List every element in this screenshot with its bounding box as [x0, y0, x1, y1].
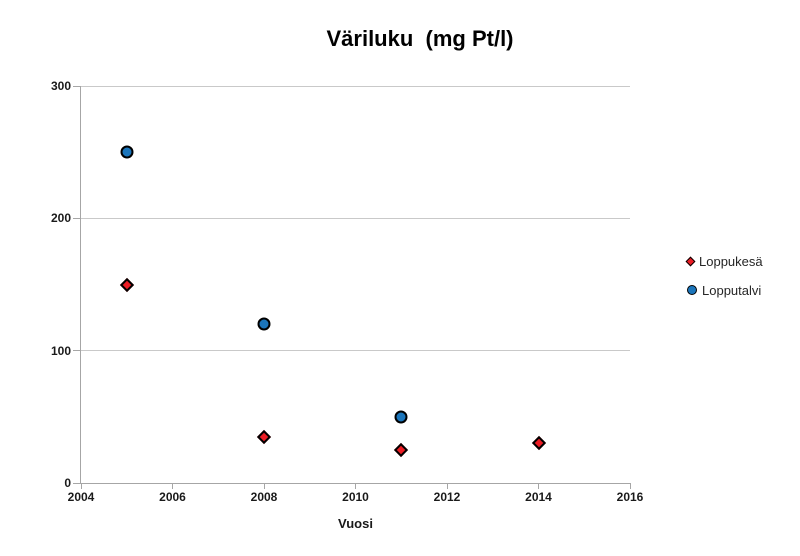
- x-tick-mark-2014: [538, 483, 539, 489]
- x-tick-mark-2016: [629, 483, 631, 489]
- x-tick-mark-2004: [80, 483, 82, 489]
- legend-label-lopputalvi: Lopputalvi: [702, 282, 762, 298]
- data-point-lopputalvi-2005: [120, 145, 134, 159]
- y-tick-label-200: 200: [50, 211, 71, 226]
- legend-item-loppukesa: Loppukesä: [685, 252, 763, 270]
- legend-marker-lopputalvi-icon: [687, 285, 697, 295]
- chart-title: Väriluku (mg Pt/l): [326, 26, 514, 51]
- x-tick-label-2008: 2008: [250, 490, 278, 504]
- y-tick-label-300: 300: [50, 79, 71, 93]
- plot-area: Vuosi 0 100 200 300 2004 2006 2008 2010 2012 2014…: [51, 79, 643, 531]
- x-tick-mark-2012: [446, 483, 448, 489]
- x-axis-title: Vuosi: [338, 516, 373, 531]
- data-point-loppukesa-2005: [119, 277, 134, 292]
- x-tick-label-2016: 2016: [616, 490, 644, 504]
- x-tick-mark-2010: [355, 483, 356, 489]
- gridline-100: [81, 350, 630, 352]
- x-tick-label-2010: 2010: [342, 490, 369, 504]
- x-tick-label-2014: 2014: [525, 490, 552, 504]
- data-point-lopputalvi-2008: [257, 317, 271, 331]
- data-point-loppukesa-2008: [256, 429, 272, 444]
- x-tick-mark-2008: [263, 483, 265, 489]
- y-tick-mark-300: [73, 85, 81, 87]
- y-tick-label-0: 0: [64, 476, 71, 490]
- x-tick-mark-2006: [172, 483, 173, 489]
- legend-marker-loppukesa-icon: [685, 256, 696, 266]
- y-tick-mark-100: [73, 350, 81, 352]
- data-point-loppukesa-2014: [531, 436, 546, 451]
- data-point-lopputalvi-2011: [394, 410, 408, 424]
- gridline-200: [81, 217, 630, 219]
- legend: Loppukesä Lopputalvi: [685, 252, 763, 310]
- legend-label-loppukesa: Loppukesä: [699, 253, 763, 269]
- legend-item-lopputalvi: Lopputalvi: [687, 281, 763, 299]
- x-tick-label-2006: 2006: [159, 490, 186, 504]
- gridline-300: [81, 85, 630, 87]
- y-tick-label-100: 100: [50, 343, 71, 358]
- x-tick-label-2012: 2012: [433, 490, 461, 504]
- x-tick-label-2004: 2004: [67, 490, 95, 504]
- y-tick-mark-200: [73, 217, 81, 219]
- data-point-loppukesa-2011: [394, 442, 409, 457]
- y-tick-mark-0: [73, 482, 81, 484]
